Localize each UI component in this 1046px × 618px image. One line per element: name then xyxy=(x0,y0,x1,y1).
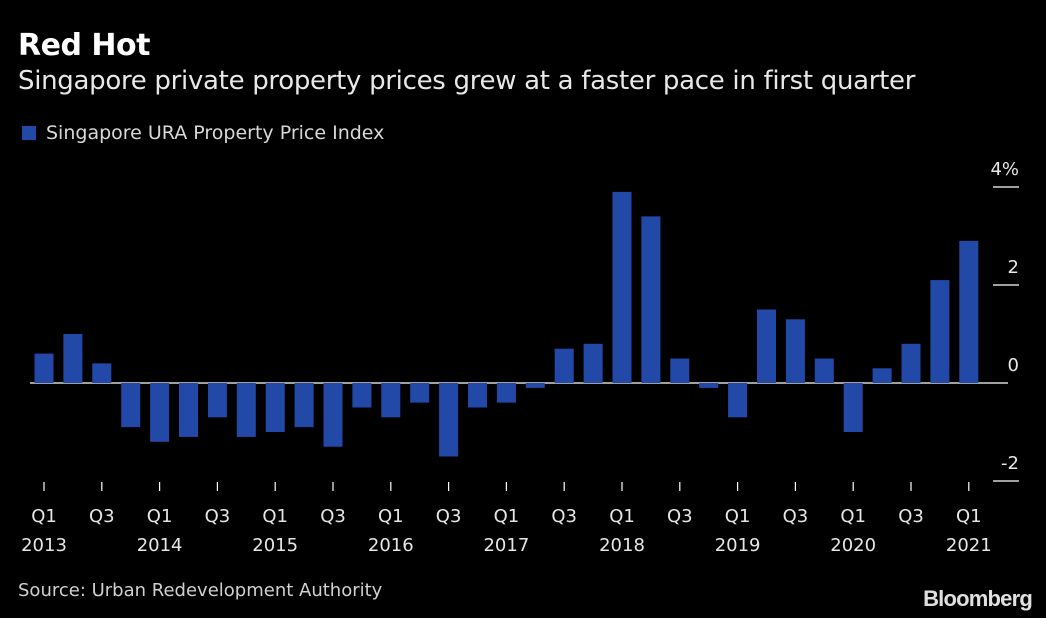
x-axis: Q1 2013 Q3 Q1 2014 Q3 Q1 2015 Q3 Q1 2016 Q3 Q1 2017 Q3… xyxy=(21,482,992,556)
bar xyxy=(959,240,979,383)
x-tick-year-label: 2020 xyxy=(830,535,876,556)
x-tick-year-label: 2017 xyxy=(483,535,529,556)
bar xyxy=(294,383,314,428)
y-tick-label: -2 xyxy=(1001,453,1019,474)
x-tick-quarter-label: Q3 xyxy=(205,506,231,527)
legend-label: Singapore URA Property Price Index xyxy=(46,122,385,144)
bar xyxy=(468,383,487,408)
bar xyxy=(92,363,112,383)
bar xyxy=(323,383,343,447)
x-tick-quarter-label: Q1 xyxy=(147,506,173,527)
bar xyxy=(236,383,256,437)
bar xyxy=(63,334,83,383)
bar xyxy=(843,383,863,432)
x-tick-quarter-label: Q1 xyxy=(262,506,288,527)
y-tick-label: 0 xyxy=(1008,355,1019,376)
bar xyxy=(439,383,459,457)
bar xyxy=(930,280,950,383)
x-tick-quarter-label: Q3 xyxy=(898,506,924,527)
x-tick-year-label: 2015 xyxy=(252,535,298,556)
x-tick-quarter-label: Q3 xyxy=(667,506,693,527)
bar xyxy=(265,383,285,432)
legend-swatch xyxy=(22,126,36,140)
y-tick-label: 2 xyxy=(1008,257,1019,278)
x-tick-quarter-label: Q3 xyxy=(551,506,577,527)
x-tick-quarter-label: Q3 xyxy=(436,506,462,527)
bar xyxy=(496,383,516,403)
bar xyxy=(670,358,690,383)
x-tick-quarter-label: Q3 xyxy=(320,506,346,527)
bar xyxy=(207,383,227,418)
y-tick-label: 4% xyxy=(990,159,1019,180)
x-tick-quarter-label: Q1 xyxy=(494,506,520,527)
bar xyxy=(583,343,603,383)
x-tick-quarter-label: Q1 xyxy=(378,506,404,527)
bar xyxy=(34,353,54,383)
legend: Singapore URA Property Price Index xyxy=(22,122,384,144)
x-tick-quarter-label: Q1 xyxy=(609,506,635,527)
bloomberg-logo: Bloomberg xyxy=(923,586,1033,611)
bar xyxy=(352,383,372,408)
bar xyxy=(381,383,401,418)
bar xyxy=(554,348,574,383)
x-tick-year-label: 2018 xyxy=(599,535,645,556)
bar xyxy=(150,383,170,442)
x-tick-quarter-label: Q3 xyxy=(783,506,809,527)
bar xyxy=(525,383,545,388)
x-tick-quarter-label: Q3 xyxy=(89,506,115,527)
x-tick-year-label: 2019 xyxy=(715,535,761,556)
x-tick-year-label: 2016 xyxy=(368,535,414,556)
x-tick-quarter-label: Q1 xyxy=(31,506,57,527)
x-tick-year-label: 2014 xyxy=(137,535,183,556)
x-tick-quarter-label: Q1 xyxy=(956,506,982,527)
bar xyxy=(872,368,892,383)
x-tick-year-label: 2021 xyxy=(946,535,992,556)
bar xyxy=(410,383,430,403)
x-tick-year-label: 2013 xyxy=(21,535,67,556)
chart-title: Red Hot xyxy=(18,28,150,63)
x-tick-quarter-label: Q1 xyxy=(840,506,866,527)
bar xyxy=(179,383,198,437)
bar xyxy=(641,216,661,383)
bar xyxy=(757,309,776,383)
bar xyxy=(785,319,805,383)
x-tick-quarter-label: Q1 xyxy=(725,506,751,527)
source-note: Source: Urban Redevelopment Authority xyxy=(18,580,383,601)
bars xyxy=(34,191,979,457)
bar xyxy=(612,191,632,383)
y-axis: 4% 2 0 -2 xyxy=(990,159,1019,482)
bar xyxy=(901,343,921,383)
bar xyxy=(699,383,719,388)
bar xyxy=(121,383,141,428)
bar xyxy=(814,358,834,383)
chart-subtitle: Singapore private property prices grew a… xyxy=(18,66,916,96)
bar xyxy=(728,383,748,418)
